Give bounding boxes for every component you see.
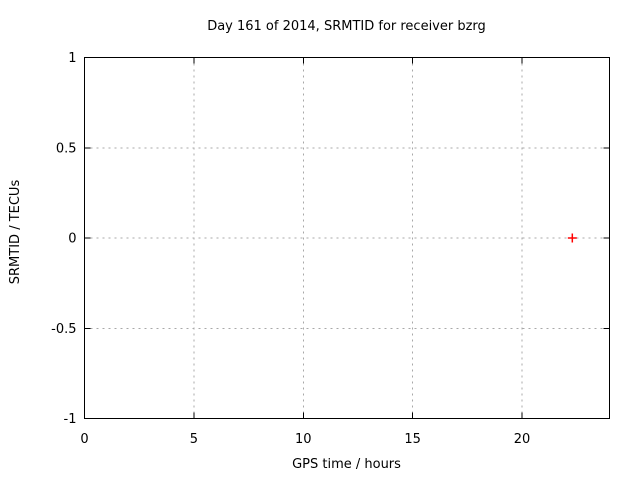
x-tick-label: 5 [190,432,198,447]
x-tick-label: 0 [80,432,88,447]
y-tick-label: 0 [68,232,76,247]
y-tick-label: -0.5 [51,322,76,337]
y-tick-label: 1 [68,51,76,66]
y-axis-label: SRMTID / TECUs [8,179,23,285]
x-tick-label: 15 [404,432,421,447]
x-axis-label: GPS time / hours [292,457,401,472]
x-tick-label: 10 [295,432,312,447]
x-tick-label: 20 [514,432,531,447]
y-tick-label: 0.5 [56,141,77,156]
y-tick-label: -1 [64,412,77,427]
chart-title: Day 161 of 2014, SRMTID for receiver bzr… [207,19,486,34]
